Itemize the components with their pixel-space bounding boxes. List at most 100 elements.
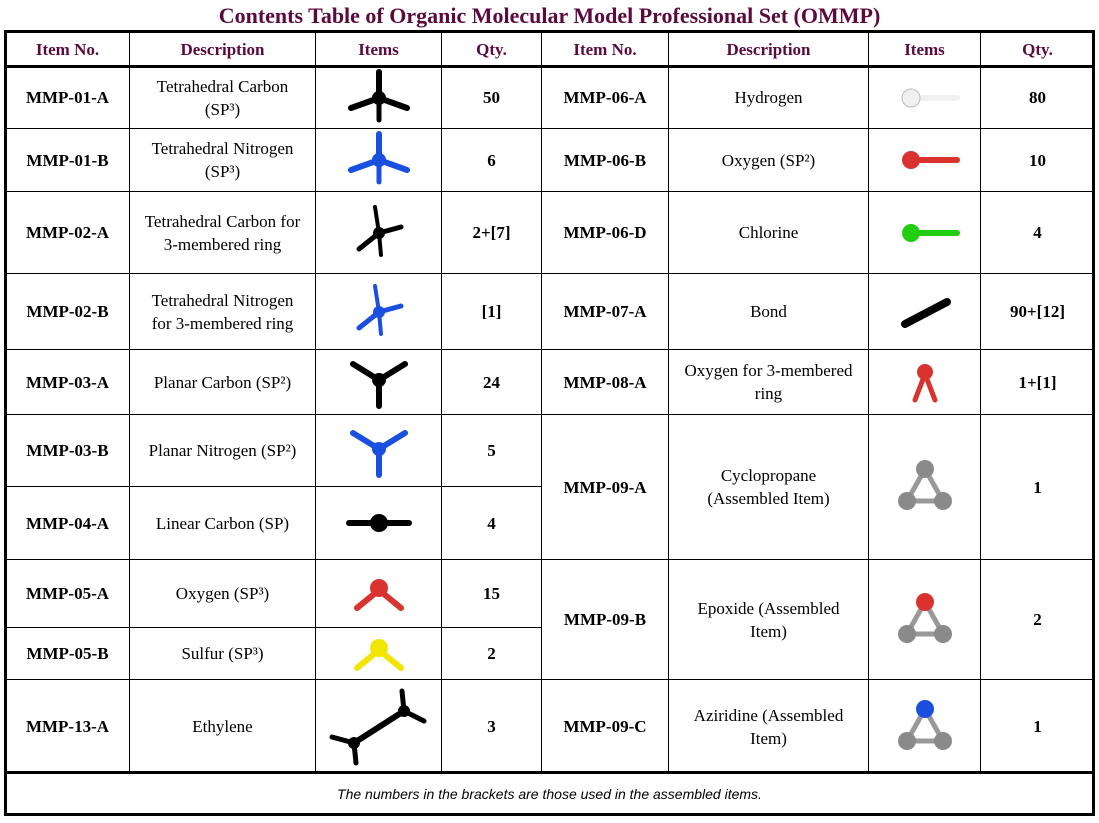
item-quantity: 4 — [441, 486, 542, 560]
item-quantity: [1] — [441, 273, 542, 350]
item-quantity: 1+[1] — [980, 349, 1095, 415]
item-description-text: Cyclopropane (Assembled Item) — [707, 466, 830, 508]
footer-note: The numbers in the brackets are those us… — [337, 786, 762, 802]
item-quantity-text: 1 — [1033, 477, 1042, 497]
item-quantity: 2 — [980, 559, 1095, 680]
item-number-text: MMP-01-A — [25, 88, 110, 107]
table-left-border — [4, 30, 7, 816]
item-number-text: MMP-01-B — [26, 150, 109, 170]
item-quantity-text: 4 — [487, 513, 496, 533]
tetrahedral-carbon-ring-icon — [356, 204, 403, 257]
item-number: MMP-02-A — [5, 191, 130, 274]
item-description: Linear Carbon (SP) — [129, 486, 316, 560]
aziridine-icon — [897, 699, 952, 750]
item-number-text: MMP-13-A — [25, 717, 110, 736]
sulfur-icon — [353, 638, 404, 671]
item-quantity: 2 — [441, 627, 542, 680]
item-quantity: 5 — [441, 414, 542, 487]
item-number: MMP-06-A — [541, 66, 669, 129]
item-description: Bond — [668, 273, 869, 350]
item-description-text: Aziridine (Assembled Item) — [693, 705, 844, 748]
item-quantity: 3 — [441, 679, 542, 774]
table-top-border — [5, 30, 1094, 33]
item-number-text: MMP-09-C — [563, 717, 647, 736]
item-description: Cyclopropane (Assembled Item) — [668, 414, 869, 560]
footer-divider — [5, 771, 1094, 774]
item-image — [868, 66, 981, 129]
ethylene-icon — [329, 688, 426, 765]
item-quantity: 4 — [980, 191, 1095, 274]
item-quantity: 2+[7] — [441, 191, 542, 274]
table-right-border — [1092, 30, 1095, 816]
item-description-text: Tetrahedral Carbon (SP³) — [156, 76, 289, 119]
item-image — [868, 414, 981, 560]
item-quantity-text: 24 — [483, 372, 500, 392]
item-description: Tetrahedral Nitrogen (SP³) — [129, 128, 316, 192]
item-description: Tetrahedral Carbon for 3-membered ring — [129, 191, 316, 274]
item-number: MMP-06-D — [541, 191, 669, 274]
item-number-text: MMP-06-D — [563, 223, 647, 242]
header-item-no-text: Item No. — [573, 39, 637, 59]
header-divider — [5, 65, 1094, 68]
item-description-text: Planar Carbon (SP²) — [153, 372, 292, 392]
item-number-text: MMP-05-B — [26, 644, 109, 663]
tetrahedral-nitrogen-ring-icon — [356, 283, 403, 336]
item-image — [315, 627, 442, 680]
item-number: MMP-13-A — [5, 679, 130, 774]
item-quantity-text: 4 — [1033, 223, 1042, 242]
item-number-text: MMP-05-A — [25, 584, 110, 603]
bond-icon — [900, 297, 951, 328]
item-description: Hydrogen — [668, 66, 869, 129]
item-quantity-text: 80 — [1029, 88, 1046, 107]
item-quantity: 10 — [980, 128, 1095, 192]
oxygen-ring-icon — [912, 364, 937, 403]
item-description-text: Linear Carbon (SP) — [155, 513, 290, 533]
item-description-text: Bond — [750, 302, 787, 321]
item-quantity-text: 3 — [487, 717, 496, 736]
item-description: Planar Nitrogen (SP²) — [129, 414, 316, 487]
epoxide-icon — [897, 592, 952, 643]
item-image — [315, 349, 442, 415]
tetrahedral-carbon-icon — [347, 68, 410, 122]
planar-carbon-icon — [349, 361, 408, 409]
item-description: Planar Carbon (SP²) — [129, 349, 316, 415]
item-description-text: Tetrahedral Nitrogen for 3-membered ring — [151, 290, 294, 333]
item-quantity-text: 2 — [487, 644, 496, 663]
item-description-text: Sulfur (SP³) — [181, 644, 264, 663]
item-image — [868, 679, 981, 774]
item-quantity-text: 1+[1] — [1018, 372, 1057, 392]
item-description-text: Tetrahedral Carbon for 3-membered ring — [144, 211, 301, 254]
header-items-text: Items — [904, 39, 945, 59]
item-image — [868, 273, 981, 350]
item-number: MMP-08-A — [541, 349, 669, 415]
header-items-text: Items — [358, 39, 399, 59]
item-number: MMP-09-C — [541, 679, 669, 774]
item-image — [868, 349, 981, 415]
item-number-text: MMP-09-B — [563, 610, 647, 629]
item-description: Ethylene — [129, 679, 316, 774]
item-number: MMP-09-B — [541, 559, 669, 680]
item-number-text: MMP-03-B — [26, 441, 109, 460]
header-qty-text: Qty. — [476, 39, 507, 59]
item-image — [315, 191, 442, 274]
item-quantity: 6 — [441, 128, 542, 192]
item-quantity: 1 — [980, 679, 1095, 774]
item-number: MMP-03-B — [5, 414, 130, 487]
item-number: MMP-09-A — [541, 414, 669, 560]
item-quantity-text: [1] — [481, 302, 502, 321]
header-item-no: Item No. — [541, 31, 669, 67]
header-description-text: Description — [726, 39, 811, 59]
item-number-text: MMP-07-A — [563, 302, 647, 321]
item-description-text: Chlorine — [738, 223, 799, 242]
item-description-text: Oxygen for 3-membered ring — [684, 361, 853, 403]
item-quantity: 24 — [441, 349, 542, 415]
header-qty: Qty. — [980, 31, 1095, 67]
item-number-text: MMP-09-A — [563, 477, 647, 497]
item-description: Sulfur (SP³) — [129, 627, 316, 680]
oxygen-sp3-icon — [353, 578, 404, 611]
item-image — [868, 191, 981, 274]
item-image — [315, 414, 442, 487]
item-number-text: MMP-02-A — [25, 223, 110, 242]
item-number: MMP-03-A — [5, 349, 130, 415]
item-number: MMP-01-A — [5, 66, 130, 129]
